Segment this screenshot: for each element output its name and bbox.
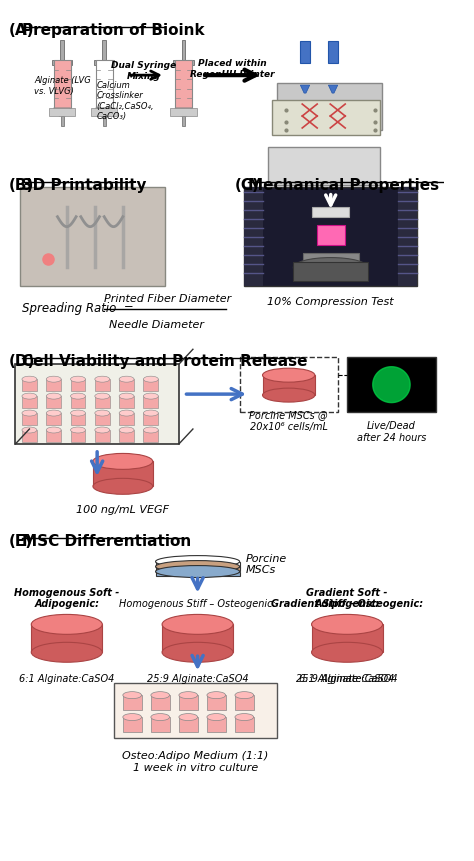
Text: (E): (E) — [9, 533, 33, 548]
FancyBboxPatch shape — [155, 572, 240, 576]
Text: (C): (C) — [235, 177, 260, 193]
FancyBboxPatch shape — [144, 397, 158, 409]
FancyBboxPatch shape — [268, 147, 380, 186]
FancyBboxPatch shape — [144, 413, 158, 425]
FancyBboxPatch shape — [175, 61, 192, 108]
Text: 3D Printability: 3D Printability — [22, 177, 146, 193]
Ellipse shape — [151, 692, 170, 699]
FancyBboxPatch shape — [46, 430, 61, 443]
Text: Homogenous Stiff – Osteogenic:: Homogenous Stiff – Osteogenic: — [119, 598, 276, 609]
Text: Preparation of Bioink: Preparation of Bioink — [22, 23, 205, 38]
FancyBboxPatch shape — [273, 101, 380, 136]
FancyBboxPatch shape — [207, 696, 226, 710]
Ellipse shape — [93, 479, 153, 495]
Ellipse shape — [31, 642, 102, 662]
Text: Mechanical Properties: Mechanical Properties — [248, 177, 439, 193]
FancyBboxPatch shape — [311, 624, 383, 653]
Ellipse shape — [119, 411, 134, 417]
Text: (D): (D) — [9, 354, 35, 369]
Ellipse shape — [235, 692, 254, 699]
Ellipse shape — [207, 692, 226, 699]
FancyBboxPatch shape — [15, 365, 179, 444]
FancyBboxPatch shape — [113, 684, 277, 738]
Text: Osteo:Adipo Medium (1:1)
1 week in vitro culture: Osteo:Adipo Medium (1:1) 1 week in vitro… — [122, 750, 268, 771]
FancyBboxPatch shape — [52, 61, 72, 66]
Text: Dual Syringe
Mixing: Dual Syringe Mixing — [111, 61, 176, 80]
Ellipse shape — [46, 377, 61, 382]
FancyBboxPatch shape — [102, 41, 106, 61]
Ellipse shape — [119, 393, 134, 400]
FancyBboxPatch shape — [173, 61, 194, 66]
Ellipse shape — [119, 377, 134, 382]
Polygon shape — [54, 108, 71, 117]
Ellipse shape — [155, 566, 240, 578]
FancyBboxPatch shape — [119, 413, 134, 425]
FancyBboxPatch shape — [49, 108, 75, 117]
Ellipse shape — [311, 642, 383, 662]
Ellipse shape — [31, 615, 102, 635]
Text: (B): (B) — [9, 177, 34, 193]
Ellipse shape — [151, 714, 170, 721]
FancyBboxPatch shape — [119, 397, 134, 409]
Polygon shape — [175, 108, 192, 117]
FancyBboxPatch shape — [103, 117, 106, 127]
FancyBboxPatch shape — [347, 358, 436, 412]
FancyBboxPatch shape — [91, 108, 117, 117]
Ellipse shape — [263, 388, 315, 403]
Text: Porcine MSCs @
20x10⁶ cells/mL: Porcine MSCs @ 20x10⁶ cells/mL — [249, 410, 328, 431]
Text: Placed within
RegenHU Printer: Placed within RegenHU Printer — [190, 59, 274, 78]
Text: Porcine
MSCs: Porcine MSCs — [246, 553, 287, 574]
Ellipse shape — [144, 428, 158, 433]
Ellipse shape — [22, 393, 37, 400]
FancyBboxPatch shape — [71, 413, 85, 425]
Ellipse shape — [22, 411, 37, 417]
FancyBboxPatch shape — [119, 430, 134, 443]
Ellipse shape — [144, 393, 158, 400]
Ellipse shape — [22, 428, 37, 433]
FancyBboxPatch shape — [95, 413, 110, 425]
FancyBboxPatch shape — [95, 430, 110, 443]
Text: Homogenous Soft -
Adipogenic:: Homogenous Soft - Adipogenic: — [14, 587, 119, 609]
Ellipse shape — [293, 258, 368, 278]
FancyBboxPatch shape — [61, 117, 64, 127]
Text: Gradient Soft -
Adipogenic:: Gradient Soft - Adipogenic: — [306, 587, 388, 609]
Ellipse shape — [95, 377, 110, 382]
FancyBboxPatch shape — [293, 263, 368, 282]
Ellipse shape — [155, 556, 240, 568]
FancyBboxPatch shape — [263, 375, 315, 396]
FancyBboxPatch shape — [71, 380, 85, 392]
Ellipse shape — [71, 411, 85, 417]
Text: Cell Viability and Protein Release: Cell Viability and Protein Release — [22, 354, 308, 369]
Ellipse shape — [95, 411, 110, 417]
FancyBboxPatch shape — [151, 717, 170, 732]
FancyBboxPatch shape — [95, 380, 110, 392]
FancyBboxPatch shape — [151, 696, 170, 710]
FancyBboxPatch shape — [46, 397, 61, 409]
Ellipse shape — [46, 428, 61, 433]
Ellipse shape — [123, 692, 142, 699]
FancyBboxPatch shape — [399, 188, 417, 287]
FancyBboxPatch shape — [235, 717, 254, 732]
Ellipse shape — [179, 714, 198, 721]
FancyBboxPatch shape — [123, 696, 142, 710]
Text: Printed Fiber Diameter: Printed Fiber Diameter — [104, 294, 231, 304]
FancyBboxPatch shape — [22, 397, 37, 409]
Text: Alginate (LVG
vs. VLVG): Alginate (LVG vs. VLVG) — [34, 77, 91, 96]
FancyBboxPatch shape — [123, 717, 142, 732]
FancyBboxPatch shape — [22, 430, 37, 443]
Text: 25:9 Alginate:CaSO4: 25:9 Alginate:CaSO4 — [296, 673, 398, 684]
FancyBboxPatch shape — [71, 430, 85, 443]
FancyBboxPatch shape — [46, 380, 61, 392]
Text: 6:1 Alginate:CaSO4: 6:1 Alginate:CaSO4 — [19, 673, 115, 684]
Text: Live/Dead
after 24 hours: Live/Dead after 24 hours — [357, 420, 426, 442]
Text: 25:9 Alginate:CaSO4: 25:9 Alginate:CaSO4 — [147, 673, 248, 684]
Ellipse shape — [93, 454, 153, 470]
Ellipse shape — [235, 714, 254, 721]
Ellipse shape — [95, 428, 110, 433]
FancyBboxPatch shape — [95, 397, 110, 409]
Polygon shape — [373, 368, 410, 403]
Ellipse shape — [71, 428, 85, 433]
Ellipse shape — [123, 714, 142, 721]
FancyBboxPatch shape — [182, 41, 185, 61]
Text: Needle Diameter: Needle Diameter — [109, 320, 204, 330]
